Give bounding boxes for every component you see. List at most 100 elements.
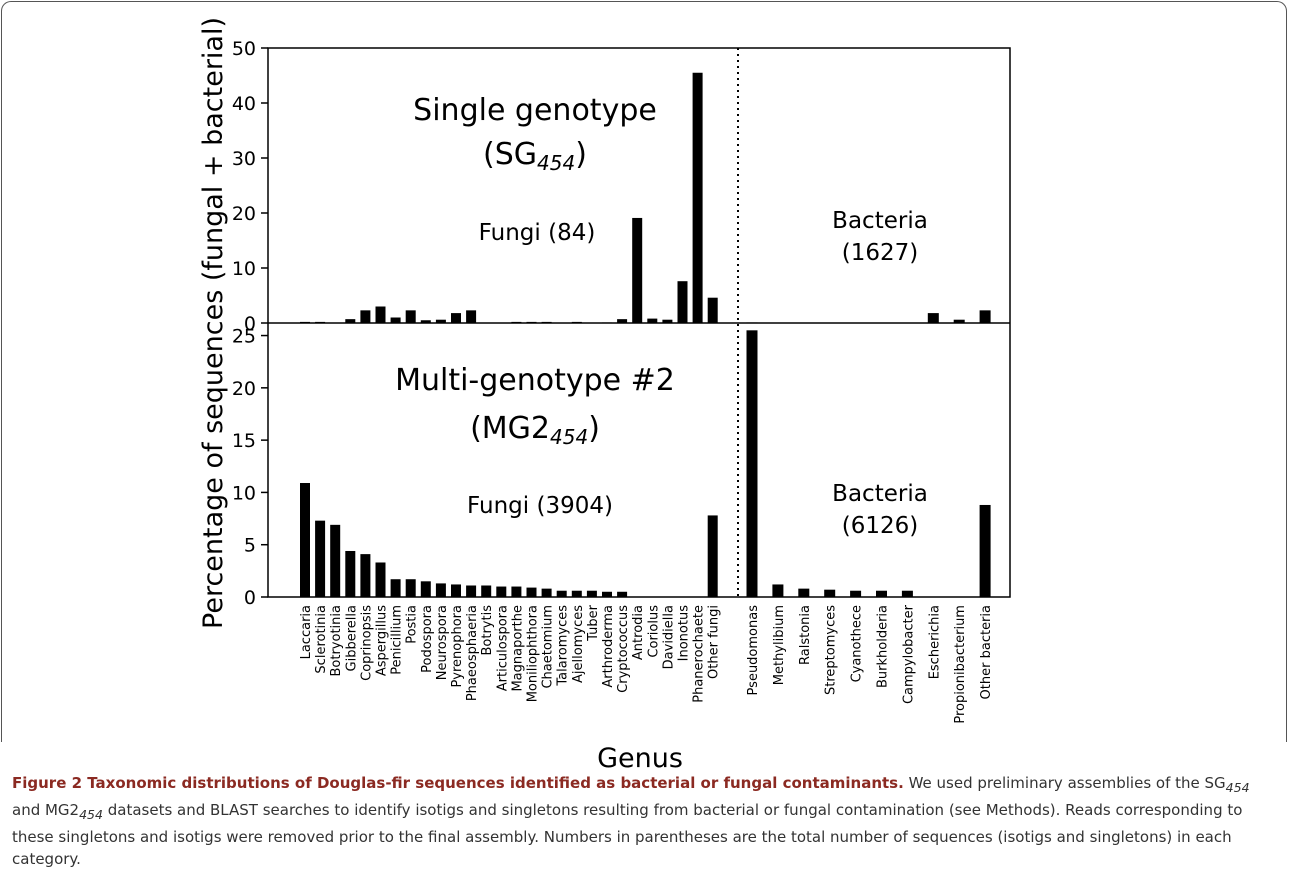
- x-tick-label: Ajellomyces: [571, 605, 586, 683]
- y-tick-label: 5: [244, 535, 256, 557]
- bar: [571, 590, 582, 597]
- bar: [953, 319, 965, 323]
- bar: [360, 310, 371, 323]
- x-tick-label: Cyanothece: [850, 605, 865, 682]
- panel-subtitle: (SG454): [483, 137, 587, 175]
- bar: [466, 585, 477, 597]
- bar: [526, 321, 537, 323]
- y-tick-label: 10: [232, 482, 256, 504]
- x-tick-label: Methylibium: [772, 605, 787, 685]
- x-tick-label: Ralstonia: [798, 605, 813, 665]
- bar: [647, 318, 658, 323]
- x-tick-label: Talaromyces: [556, 605, 571, 687]
- bar: [617, 319, 628, 323]
- bar: [541, 588, 552, 597]
- y-tick-label: 15: [232, 430, 256, 452]
- x-tick-label: Davidiella: [661, 605, 676, 669]
- x-tick-label: Chaetomium: [541, 605, 556, 689]
- bar: [586, 590, 597, 597]
- x-tick-label: Arthroderma: [601, 605, 616, 688]
- y-tick-label: 50: [232, 38, 256, 60]
- bar: [617, 591, 628, 597]
- bar: [979, 504, 991, 597]
- bar: [746, 330, 758, 597]
- bar: [435, 319, 446, 323]
- caption-title: Figure 2 Taxonomic distributions of Doug…: [12, 774, 904, 792]
- caption-text: 454: [79, 807, 103, 822]
- bar: [330, 524, 341, 597]
- x-axis-label: Genus: [597, 743, 683, 774]
- x-tick-label: Burkholderia: [876, 605, 891, 688]
- y-tick-label: 40: [232, 93, 256, 115]
- annotation: (6126): [842, 513, 918, 539]
- bar: [420, 581, 431, 597]
- bar: [571, 321, 582, 323]
- bar: [451, 584, 461, 597]
- bar: [390, 579, 401, 597]
- x-tick-label: Streptomyces: [824, 605, 839, 695]
- x-tick-label: Cryptococcus: [616, 605, 631, 693]
- bar: [511, 321, 522, 323]
- x-tick-label: Gibberella: [344, 605, 359, 671]
- bar: [405, 579, 416, 597]
- bar: [602, 591, 612, 597]
- x-tick-label: Botryotinia: [329, 605, 344, 677]
- y-tick-label: 20: [232, 378, 256, 400]
- bar: [526, 587, 537, 597]
- x-tick-label: Pseudomonas: [746, 605, 761, 696]
- caption-text: datasets and BLAST searches to identify …: [12, 801, 1243, 868]
- bar: [451, 313, 461, 323]
- frame: [1, 1, 1287, 742]
- bar: [850, 590, 862, 597]
- y-tick-label: 30: [232, 148, 256, 170]
- x-tick-label: Podospora: [420, 605, 435, 673]
- y-tick-label: 10: [232, 258, 256, 280]
- bar: [481, 585, 492, 597]
- bar: [360, 554, 371, 597]
- x-tick-label: Moniliophthora: [526, 605, 541, 702]
- bar: [375, 306, 386, 323]
- x-tick-label: Propionibacterium: [953, 605, 968, 724]
- bar: [390, 317, 401, 323]
- bar: [300, 483, 310, 597]
- x-tick-label: Other fungi: [707, 605, 722, 679]
- x-tick-label: Neurospora: [435, 605, 450, 680]
- bar: [315, 520, 326, 597]
- chart: Percentage of sequences (fungal + bacter…: [198, 17, 1011, 774]
- bar: [602, 322, 612, 323]
- bar: [707, 297, 718, 323]
- x-tick-label: Laccaria: [299, 605, 314, 659]
- bar: [300, 321, 310, 323]
- annotation: Bacteria: [832, 481, 928, 507]
- x-tick-label: Escherichia: [927, 605, 942, 679]
- annotation: Fungi (84): [479, 220, 596, 246]
- bar: [420, 320, 431, 323]
- x-tick-label: Magnaporthe: [510, 605, 525, 692]
- bar: [979, 310, 991, 323]
- annotation: Fungi (3904): [467, 493, 613, 519]
- bar: [511, 586, 522, 597]
- caption-text: We used preliminary assemblies of the SG: [903, 774, 1226, 792]
- y-tick-label: 25: [232, 326, 256, 348]
- annotation: Bacteria: [832, 208, 928, 234]
- bar: [541, 321, 552, 323]
- bar: [662, 319, 673, 323]
- x-tick-label: Postia: [405, 605, 420, 644]
- x-tick-label: Penicillium: [390, 605, 405, 675]
- panel-title: Single genotype: [413, 93, 657, 128]
- bar: [466, 310, 477, 323]
- y-tick-label: 20: [232, 203, 256, 225]
- bar: [375, 562, 386, 597]
- x-tick-label: Other bacteria: [979, 605, 994, 699]
- annotation: (1627): [842, 240, 918, 266]
- caption: Figure 2 Taxonomic distributions of Doug…: [12, 772, 1280, 870]
- bar: [345, 319, 356, 323]
- y-tick-label: 0: [244, 313, 256, 335]
- x-tick-label: Phaeosphaeria: [465, 605, 480, 701]
- bar: [876, 590, 887, 597]
- bar: [405, 310, 416, 323]
- bar: [315, 321, 326, 323]
- bar: [746, 322, 758, 323]
- bar: [677, 281, 688, 323]
- bar: [632, 217, 643, 323]
